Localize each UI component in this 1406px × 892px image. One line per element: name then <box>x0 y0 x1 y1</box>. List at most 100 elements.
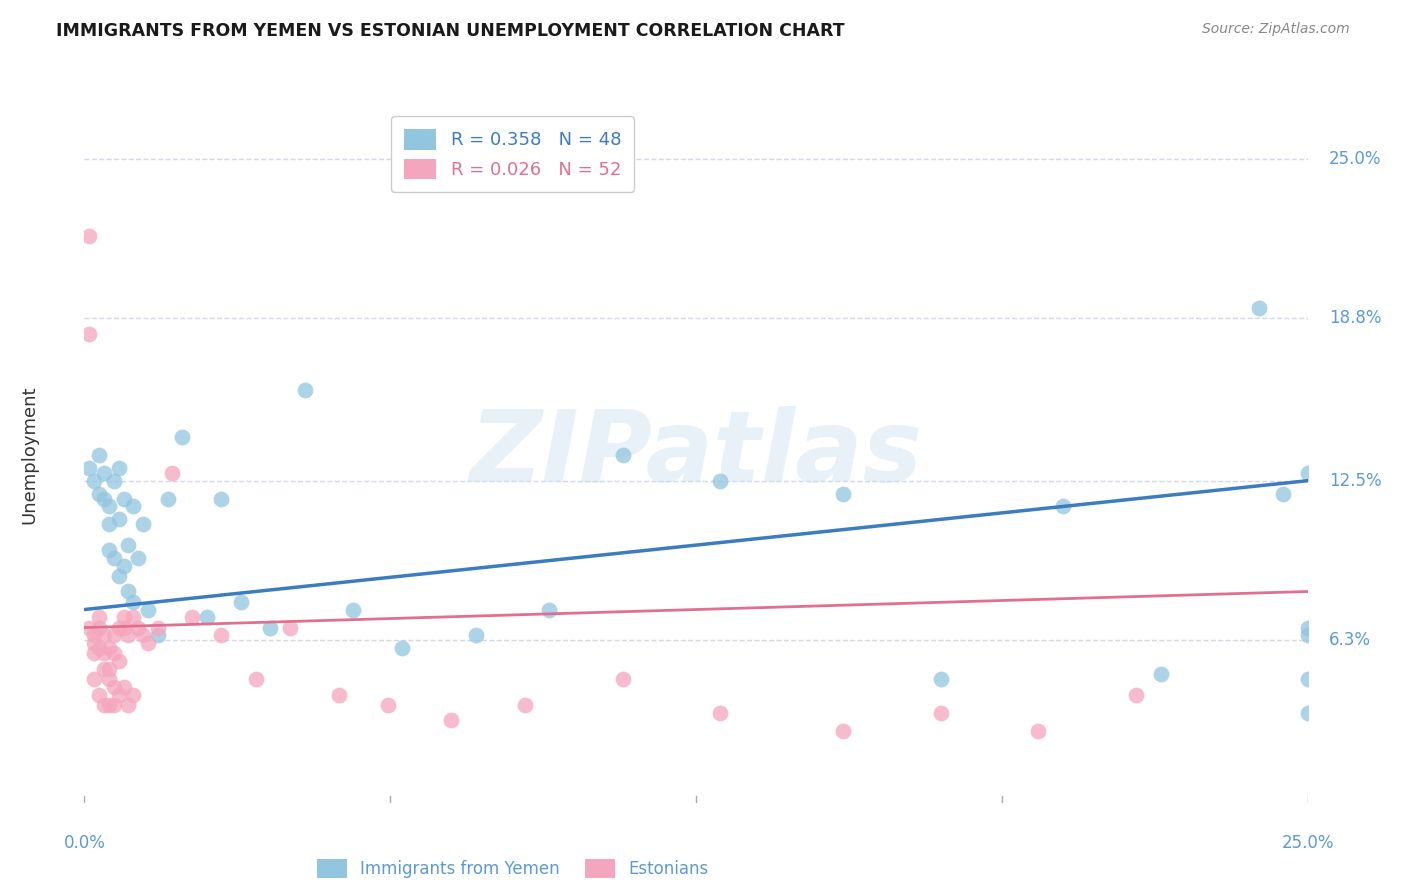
Text: 0.0%: 0.0% <box>63 834 105 852</box>
Text: 25.0%: 25.0% <box>1281 834 1334 852</box>
Point <box>1052 500 1074 514</box>
Point <box>146 628 169 642</box>
Point <box>83 636 105 650</box>
Point <box>77 228 100 243</box>
Point <box>612 672 634 686</box>
Point <box>132 628 155 642</box>
Point <box>97 662 120 676</box>
Point <box>156 491 179 506</box>
Point <box>122 610 145 624</box>
Point <box>294 384 316 398</box>
Point <box>1028 723 1050 738</box>
Point <box>87 688 110 702</box>
Point <box>259 621 281 635</box>
Text: Unemployment: Unemployment <box>20 385 38 524</box>
Point <box>328 688 350 702</box>
Point <box>77 326 100 341</box>
Point <box>83 474 105 488</box>
Point <box>107 621 129 635</box>
Text: IMMIGRANTS FROM YEMEN VS ESTONIAN UNEMPLOYMENT CORRELATION CHART: IMMIGRANTS FROM YEMEN VS ESTONIAN UNEMPL… <box>56 22 845 40</box>
Point <box>112 491 135 506</box>
Point <box>103 698 125 712</box>
Point <box>77 621 100 635</box>
Point <box>172 430 194 444</box>
Point <box>1296 672 1319 686</box>
Point <box>93 646 115 660</box>
Point <box>513 698 536 712</box>
Point <box>107 688 129 702</box>
Point <box>146 621 169 635</box>
Point <box>87 621 110 635</box>
Point <box>83 628 105 642</box>
Point <box>112 621 135 635</box>
Point <box>1296 621 1319 635</box>
Point <box>107 512 129 526</box>
Point <box>97 641 120 656</box>
Point <box>831 486 853 500</box>
Point <box>440 714 463 728</box>
Point <box>93 466 115 480</box>
Point <box>127 621 149 635</box>
Point <box>97 698 120 712</box>
Text: 18.8%: 18.8% <box>1329 310 1381 327</box>
Point <box>93 491 115 506</box>
Point <box>195 610 218 624</box>
Point <box>342 602 364 616</box>
Point <box>103 646 125 660</box>
Text: 25.0%: 25.0% <box>1329 150 1381 168</box>
Point <box>103 628 125 642</box>
Point <box>93 698 115 712</box>
Point <box>107 654 129 668</box>
Point <box>1150 667 1173 681</box>
Point <box>122 595 145 609</box>
Point <box>112 610 135 624</box>
Point <box>117 584 139 599</box>
Text: 12.5%: 12.5% <box>1329 472 1381 490</box>
Text: 6.3%: 6.3% <box>1329 632 1371 649</box>
Point <box>97 672 120 686</box>
Point <box>122 688 145 702</box>
Point <box>107 460 129 475</box>
Point <box>709 706 731 720</box>
Point <box>112 558 135 573</box>
Point <box>181 610 204 624</box>
Point <box>87 486 110 500</box>
Point <box>209 628 232 642</box>
Point <box>278 621 301 635</box>
Point <box>97 500 120 514</box>
Legend: Immigrants from Yemen, Estonians: Immigrants from Yemen, Estonians <box>311 853 714 885</box>
Point <box>929 672 952 686</box>
Point <box>391 641 413 656</box>
Point <box>87 641 110 656</box>
Point <box>1247 301 1270 315</box>
Point <box>117 628 139 642</box>
Point <box>107 569 129 583</box>
Text: Source: ZipAtlas.com: Source: ZipAtlas.com <box>1202 22 1350 37</box>
Point <box>83 672 105 686</box>
Point <box>97 543 120 558</box>
Point <box>929 706 952 720</box>
Point <box>612 448 634 462</box>
Point <box>709 474 731 488</box>
Point <box>103 551 125 566</box>
Point <box>538 602 561 616</box>
Point <box>1296 628 1319 642</box>
Point <box>377 698 399 712</box>
Point <box>77 460 100 475</box>
Point <box>1272 486 1295 500</box>
Point <box>103 680 125 694</box>
Point <box>245 672 267 686</box>
Point <box>209 491 232 506</box>
Text: ZIPatlas: ZIPatlas <box>470 407 922 503</box>
Point <box>136 636 159 650</box>
Point <box>122 500 145 514</box>
Point <box>162 466 184 480</box>
Point <box>464 628 486 642</box>
Point <box>1296 706 1319 720</box>
Point <box>93 662 115 676</box>
Point <box>831 723 853 738</box>
Point <box>112 680 135 694</box>
Point <box>93 628 115 642</box>
Point <box>136 602 159 616</box>
Point <box>97 517 120 532</box>
